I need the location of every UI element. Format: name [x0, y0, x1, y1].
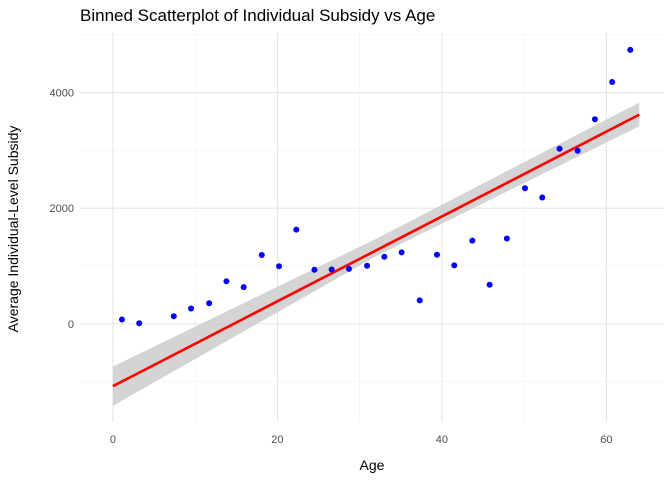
data-point [206, 300, 213, 307]
data-point [276, 263, 283, 270]
y-axis-ticks: 0 2000 4000 [50, 88, 74, 331]
fit-line [112, 113, 640, 388]
data-point [328, 266, 335, 273]
data-point [170, 313, 177, 320]
y-tick-label: 4000 [50, 88, 74, 100]
x-tick-label: 20 [271, 434, 283, 446]
data-point [364, 262, 371, 269]
x-tick-label: 40 [436, 434, 448, 446]
data-point [381, 253, 388, 260]
y-tick-label: 2000 [50, 203, 74, 215]
data-point [293, 226, 300, 233]
y-axis-title: Average Individual-Level Subsidy [5, 126, 21, 333]
data-point [136, 320, 143, 327]
data-point [591, 116, 598, 123]
data-point [451, 262, 458, 269]
data-point [188, 305, 195, 312]
data-point [539, 194, 546, 201]
data-point [486, 281, 493, 288]
data-point [311, 266, 318, 273]
data-point [223, 278, 230, 285]
data-point [433, 251, 440, 258]
data-point [345, 265, 352, 272]
data-point [556, 145, 563, 152]
fit-line-layer [112, 113, 640, 388]
x-axis-title: Age [360, 457, 385, 473]
data-point [521, 185, 528, 192]
minor-gridlines [80, 32, 664, 422]
major-gridlines [80, 32, 664, 422]
x-axis-ticks: 0 20 40 60 [110, 434, 613, 446]
data-point [118, 316, 125, 323]
x-tick-label: 60 [600, 434, 612, 446]
data-point [609, 78, 616, 85]
data-point [240, 284, 247, 291]
data-point [574, 147, 581, 154]
chart-title: Binned Scatterplot of Individual Subsidy… [80, 6, 435, 25]
data-point [258, 252, 265, 259]
data-point [627, 46, 634, 53]
confidence-band-layer [112, 102, 640, 406]
data-point [503, 235, 510, 242]
data-point [469, 237, 476, 244]
x-tick-label: 0 [110, 434, 116, 446]
points-layer [118, 46, 634, 327]
data-point [416, 297, 423, 304]
data-point [398, 249, 405, 256]
y-tick-label: 0 [68, 319, 74, 331]
confidence-band [112, 102, 640, 406]
